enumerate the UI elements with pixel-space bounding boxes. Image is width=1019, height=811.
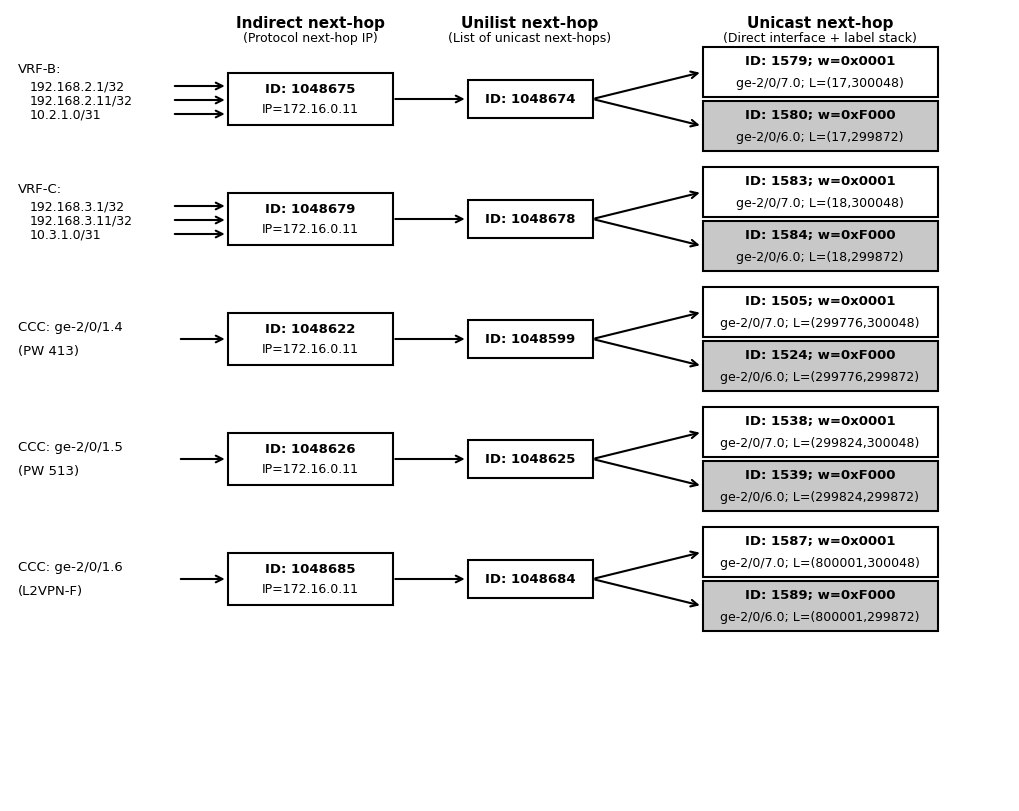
Text: ge-2/0/7.0; L=(17,300048): ge-2/0/7.0; L=(17,300048) (736, 77, 904, 90)
Text: ge-2/0/7.0; L=(299824,300048): ge-2/0/7.0; L=(299824,300048) (720, 437, 920, 450)
Text: ID: 1587; w=0x0001: ID: 1587; w=0x0001 (745, 534, 896, 547)
Text: ID: 1580; w=0xF000: ID: 1580; w=0xF000 (745, 109, 896, 122)
Text: ID: 1048625: ID: 1048625 (485, 453, 575, 466)
Text: 192.168.3.1/32: 192.168.3.1/32 (30, 200, 125, 213)
FancyBboxPatch shape (227, 314, 392, 366)
FancyBboxPatch shape (227, 553, 392, 605)
Text: 192.168.2.1/32: 192.168.2.1/32 (30, 80, 125, 93)
Text: (L2VPN-F): (L2VPN-F) (18, 585, 84, 598)
FancyBboxPatch shape (227, 194, 392, 246)
Text: ID: 1048678: ID: 1048678 (485, 213, 576, 226)
Text: (PW 413): (PW 413) (18, 345, 79, 358)
Text: ID: 1048599: ID: 1048599 (485, 333, 575, 346)
Text: ID: 1524; w=0xF000: ID: 1524; w=0xF000 (745, 349, 896, 362)
FancyBboxPatch shape (702, 102, 937, 152)
Text: ID: 1048675: ID: 1048675 (265, 84, 356, 97)
Text: 10.2.1.0/31: 10.2.1.0/31 (30, 109, 102, 122)
FancyBboxPatch shape (468, 81, 592, 119)
Text: ID: 1583; w=0x0001: ID: 1583; w=0x0001 (745, 175, 896, 188)
Text: ID: 1048674: ID: 1048674 (485, 93, 576, 106)
Text: (Protocol next-hop IP): (Protocol next-hop IP) (243, 32, 377, 45)
Text: ID: 1538; w=0x0001: ID: 1538; w=0x0001 (745, 415, 896, 428)
FancyBboxPatch shape (702, 48, 937, 98)
Text: ge-2/0/6.0; L=(299824,299872): ge-2/0/6.0; L=(299824,299872) (720, 491, 919, 504)
FancyBboxPatch shape (702, 461, 937, 512)
Text: ID: 1589; w=0xF000: ID: 1589; w=0xF000 (745, 589, 896, 602)
FancyBboxPatch shape (468, 320, 592, 358)
Text: ge-2/0/6.0; L=(18,299872): ge-2/0/6.0; L=(18,299872) (737, 251, 904, 264)
FancyBboxPatch shape (227, 74, 392, 126)
Text: ID: 1584; w=0xF000: ID: 1584; w=0xF000 (745, 230, 896, 242)
Text: ID: 1048626: ID: 1048626 (265, 443, 356, 456)
Text: ge-2/0/6.0; L=(800001,299872): ge-2/0/6.0; L=(800001,299872) (720, 611, 920, 624)
Text: CCC: ge-2/0/1.4: CCC: ge-2/0/1.4 (18, 321, 122, 334)
FancyBboxPatch shape (468, 560, 592, 599)
FancyBboxPatch shape (702, 168, 937, 217)
Text: ge-2/0/7.0; L=(800001,300048): ge-2/0/7.0; L=(800001,300048) (720, 557, 920, 570)
FancyBboxPatch shape (702, 407, 937, 457)
Text: Unilist next-hop: Unilist next-hop (462, 16, 598, 32)
Text: ID: 1048684: ID: 1048684 (485, 573, 576, 586)
Text: (Direct interface + label stack): (Direct interface + label stack) (723, 32, 917, 45)
Text: VRF-B:: VRF-B: (18, 63, 61, 76)
Text: IP=172.16.0.11: IP=172.16.0.11 (262, 223, 359, 236)
FancyBboxPatch shape (702, 527, 937, 577)
Text: ID: 1048685: ID: 1048685 (265, 563, 356, 576)
Text: IP=172.16.0.11: IP=172.16.0.11 (262, 103, 359, 116)
Text: 192.168.3.11/32: 192.168.3.11/32 (30, 214, 133, 227)
Text: ID: 1539; w=0xF000: ID: 1539; w=0xF000 (745, 469, 896, 482)
Text: 192.168.2.11/32: 192.168.2.11/32 (30, 94, 133, 107)
Text: CCC: ge-2/0/1.5: CCC: ge-2/0/1.5 (18, 441, 123, 454)
Text: ge-2/0/7.0; L=(18,300048): ge-2/0/7.0; L=(18,300048) (736, 197, 904, 210)
Text: Indirect next-hop: Indirect next-hop (235, 16, 384, 32)
FancyBboxPatch shape (227, 433, 392, 486)
Text: VRF-C:: VRF-C: (18, 183, 62, 196)
Text: ge-2/0/6.0; L=(299776,299872): ge-2/0/6.0; L=(299776,299872) (720, 371, 919, 384)
Text: IP=172.16.0.11: IP=172.16.0.11 (262, 343, 359, 356)
Text: Unicast next-hop: Unicast next-hop (747, 16, 894, 32)
FancyBboxPatch shape (468, 440, 592, 478)
Text: ID: 1048622: ID: 1048622 (265, 323, 356, 336)
FancyBboxPatch shape (702, 581, 937, 631)
FancyBboxPatch shape (702, 221, 937, 272)
Text: ge-2/0/6.0; L=(17,299872): ge-2/0/6.0; L=(17,299872) (737, 131, 904, 144)
Text: IP=172.16.0.11: IP=172.16.0.11 (262, 463, 359, 476)
FancyBboxPatch shape (702, 288, 937, 337)
Text: ID: 1505; w=0x0001: ID: 1505; w=0x0001 (745, 295, 896, 308)
Text: ID: 1048679: ID: 1048679 (265, 204, 356, 217)
Text: (PW 513): (PW 513) (18, 465, 79, 478)
Text: ID: 1579; w=0x0001: ID: 1579; w=0x0001 (745, 55, 895, 68)
Text: CCC: ge-2/0/1.6: CCC: ge-2/0/1.6 (18, 561, 122, 574)
Text: 10.3.1.0/31: 10.3.1.0/31 (30, 228, 102, 241)
Text: IP=172.16.0.11: IP=172.16.0.11 (262, 583, 359, 596)
FancyBboxPatch shape (702, 341, 937, 392)
Text: ge-2/0/7.0; L=(299776,300048): ge-2/0/7.0; L=(299776,300048) (720, 317, 920, 330)
Text: (List of unicast next-hops): (List of unicast next-hops) (448, 32, 611, 45)
FancyBboxPatch shape (468, 201, 592, 238)
